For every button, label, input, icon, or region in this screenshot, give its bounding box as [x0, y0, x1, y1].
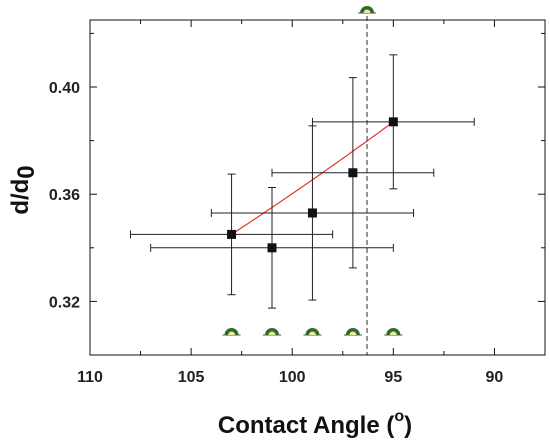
droplet-highlight: [308, 331, 316, 335]
data-point: [227, 229, 237, 239]
data-point: [388, 117, 398, 127]
y-axis-title-sub: 0: [13, 165, 40, 178]
droplet-icon: [222, 328, 241, 336]
x-tick-label: 105: [178, 369, 205, 386]
droplet-body: [224, 328, 239, 335]
droplet-highlight: [268, 331, 276, 335]
droplet-icon: [303, 328, 322, 336]
plot-layer: [129, 6, 475, 355]
x-axis-title-end: ): [404, 412, 412, 439]
y-axis-ticks: 0.32 0.36 0.40: [49, 32, 545, 356]
droplet-highlight: [363, 9, 371, 13]
droplet-highlight: [389, 331, 397, 335]
plot-frame: [89, 19, 546, 356]
y-axis-title: d/d0: [7, 165, 40, 214]
droplet-icon: [384, 328, 403, 336]
x-axis-title-main: Contact Angle (: [218, 412, 394, 439]
droplet-body: [305, 328, 320, 335]
x-tick-label: 100: [279, 369, 306, 386]
droplet-icon: [358, 6, 377, 14]
droplet-icon: [343, 328, 362, 336]
data-point: [267, 243, 277, 253]
x-axis-ticks: 110 105 100 95 90: [77, 20, 503, 386]
y-tick-label: 0.32: [49, 294, 80, 311]
x-axis-title: Contact Angle (o): [218, 408, 412, 439]
droplet-highlight: [228, 331, 236, 335]
x-tick-label: 110: [77, 369, 103, 386]
y-tick-label: 0.36: [49, 187, 80, 204]
x-axis-title-sup: o: [394, 408, 404, 425]
x-tick-label: 95: [384, 369, 402, 386]
droplet-icon: [263, 328, 281, 336]
droplet-highlight: [349, 331, 357, 335]
y-axis-title-main: d/d: [7, 179, 34, 215]
droplet-body: [345, 328, 360, 335]
data-point: [348, 168, 358, 178]
x-tick-label: 90: [486, 369, 504, 386]
data-point: [307, 208, 317, 218]
y-tick-label: 0.40: [49, 80, 80, 97]
